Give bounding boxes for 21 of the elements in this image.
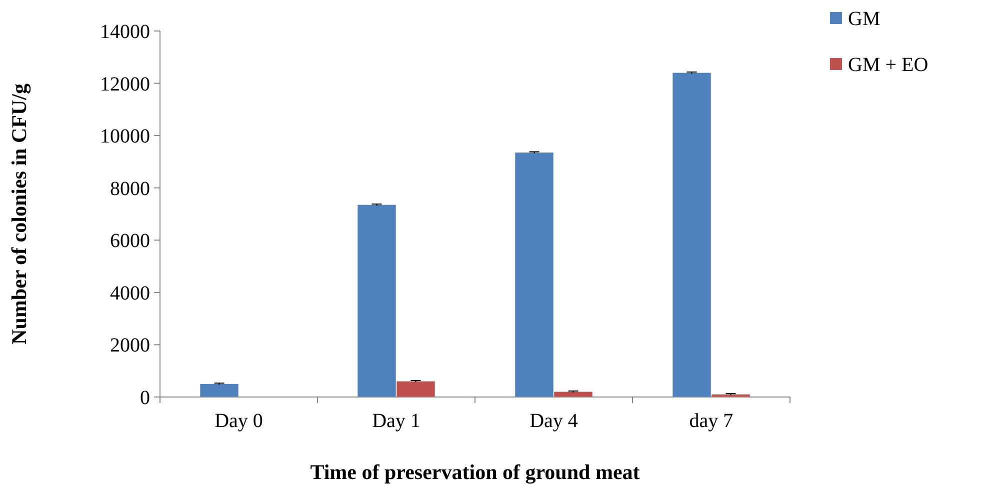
y-tick-label: 6000 — [110, 230, 150, 252]
x-tick-label: Day 0 — [214, 410, 263, 432]
x-axis-title: Time of preservation of ground meat — [310, 460, 640, 484]
bar — [358, 204, 396, 397]
y-tick-label: 14000 — [100, 21, 150, 43]
bar — [200, 384, 238, 397]
y-tick-label: 4000 — [110, 282, 150, 304]
y-tick-label: 0 — [140, 387, 150, 409]
x-tick-label: Day 1 — [372, 410, 420, 432]
y-tick-label: 2000 — [110, 334, 150, 357]
bar — [515, 152, 554, 397]
y-tick-label: 10000 — [100, 126, 150, 148]
legend-label: GM — [848, 8, 880, 30]
y-axis-title: Number of colonies in CFU/g — [7, 83, 31, 344]
y-tick-label: 8000 — [110, 178, 150, 200]
x-tick-label: Day 4 — [530, 410, 578, 432]
x-tick-label: day 7 — [689, 410, 734, 432]
y-tick-label: 12000 — [100, 73, 150, 96]
bar — [672, 72, 711, 397]
bar — [396, 381, 435, 397]
legend-label: GM + EO — [848, 54, 928, 76]
